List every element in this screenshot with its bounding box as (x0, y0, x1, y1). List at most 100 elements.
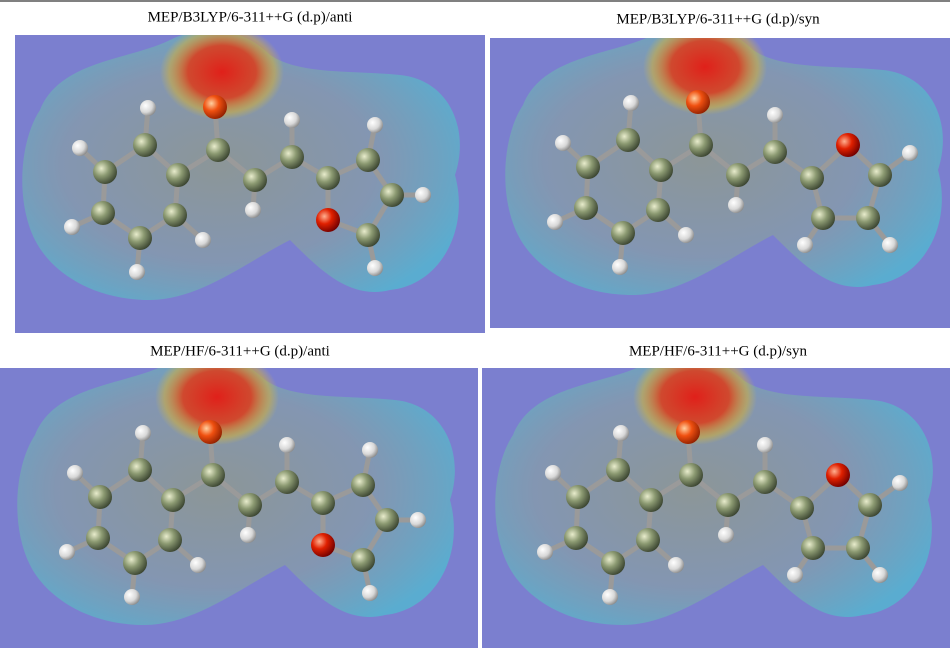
hydrogen-atom (240, 527, 256, 543)
hydrogen-atom (668, 557, 684, 573)
hydrogen-atom (882, 237, 898, 253)
hydrogen-atom (892, 475, 908, 491)
oxygen-atom (836, 133, 860, 157)
carbon-atom (611, 221, 635, 245)
oxygen-atom (203, 95, 227, 119)
hydrogen-atom (718, 527, 734, 543)
hydrogen-atom (279, 437, 295, 453)
carbon-atom (351, 548, 375, 572)
hydrogen-atom (362, 442, 378, 458)
carbon-atom (86, 526, 110, 550)
carbon-atom (574, 196, 598, 220)
carbon-atom (280, 145, 304, 169)
carbon-atom (128, 458, 152, 482)
mep-panel (482, 349, 950, 648)
carbon-atom (763, 140, 787, 164)
carbon-atom (616, 128, 640, 152)
carbon-atom (566, 485, 590, 509)
hydrogen-atom (767, 107, 783, 123)
hydrogen-atom (545, 465, 561, 481)
hydrogen-atom (72, 140, 88, 156)
carbon-atom (201, 463, 225, 487)
carbon-atom (93, 160, 117, 184)
panel-title: MEP/HF/6-311++G (d.p)/syn (629, 343, 808, 359)
hydrogen-atom (190, 557, 206, 573)
carbon-atom (679, 463, 703, 487)
carbon-atom (753, 470, 777, 494)
panel-title: MEP/B3LYP/6-311++G (d.p)/anti (148, 9, 353, 25)
hydrogen-atom (135, 425, 151, 441)
carbon-atom (158, 528, 182, 552)
hydrogen-atom (367, 260, 383, 276)
carbon-atom (689, 133, 713, 157)
hydrogen-atom (757, 437, 773, 453)
figure: MEP/B3LYP/6-311++G (d.p)/anti MEP/B3LYP/6… (0, 0, 950, 648)
carbon-atom (606, 458, 630, 482)
carbon-atom (311, 491, 335, 515)
hydrogen-atom (67, 465, 83, 481)
carbon-atom (123, 551, 147, 575)
hydrogen-atom (872, 567, 888, 583)
mep-panel (15, 24, 485, 333)
hydrogen-atom (678, 227, 694, 243)
hydrogen-atom (613, 425, 629, 441)
carbon-atom (636, 528, 660, 552)
carbon-atom (576, 155, 600, 179)
carbon-atom (726, 163, 750, 187)
carbon-atom (356, 223, 380, 247)
hydrogen-atom (124, 589, 140, 605)
oxygen-atom (676, 420, 700, 444)
carbon-atom (275, 470, 299, 494)
carbon-atom (238, 493, 262, 517)
carbon-atom (790, 496, 814, 520)
hydrogen-atom (623, 95, 639, 111)
carbon-atom (380, 183, 404, 207)
carbon-atom (375, 508, 399, 532)
carbon-atom (846, 536, 870, 560)
hydrogen-atom (612, 259, 628, 275)
carbon-atom (868, 163, 892, 187)
carbon-atom (800, 166, 824, 190)
carbon-atom (161, 488, 185, 512)
carbon-atom (858, 493, 882, 517)
oxygen-atom (686, 90, 710, 114)
oxygen-atom (826, 463, 850, 487)
carbon-atom (639, 488, 663, 512)
panel-title: MEP/B3LYP/6-311++G (d.p)/syn (616, 11, 820, 27)
hydrogen-atom (728, 197, 744, 213)
carbon-atom (646, 198, 670, 222)
hydrogen-atom (284, 112, 300, 128)
hydrogen-atom (195, 232, 211, 248)
oxygen-atom (198, 420, 222, 444)
hydrogen-atom (537, 544, 553, 560)
hydrogen-atom (415, 187, 431, 203)
carbon-atom (356, 148, 380, 172)
carbon-atom (716, 493, 740, 517)
hydrogen-atom (64, 219, 80, 235)
hydrogen-atom (555, 135, 571, 151)
mep-panel (0, 349, 478, 648)
carbon-atom (88, 485, 112, 509)
hydrogen-atom (59, 544, 75, 560)
oxygen-atom (311, 533, 335, 557)
hydrogen-atom (410, 512, 426, 528)
carbon-atom (133, 133, 157, 157)
carbon-atom (649, 158, 673, 182)
hydrogen-atom (902, 145, 918, 161)
mep-panel (490, 19, 950, 328)
hydrogen-atom (602, 589, 618, 605)
carbon-atom (206, 138, 230, 162)
hydrogen-atom (787, 567, 803, 583)
hydrogen-atom (547, 214, 563, 230)
hydrogen-atom (797, 237, 813, 253)
carbon-atom (128, 226, 152, 250)
carbon-atom (351, 473, 375, 497)
hydrogen-atom (362, 585, 378, 601)
oxygen-atom (316, 208, 340, 232)
carbon-atom (166, 163, 190, 187)
carbon-atom (91, 201, 115, 225)
hydrogen-atom (367, 117, 383, 133)
carbon-atom (316, 166, 340, 190)
hydrogen-atom (129, 264, 145, 280)
panel-title: MEP/HF/6-311++G (d.p)/anti (150, 343, 330, 359)
